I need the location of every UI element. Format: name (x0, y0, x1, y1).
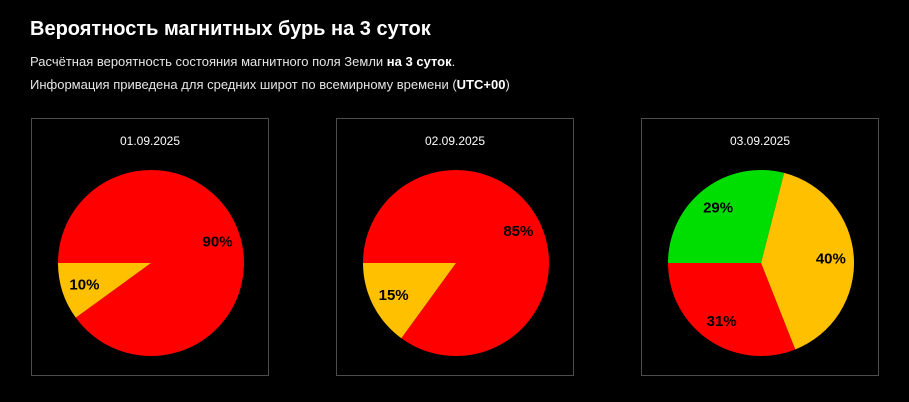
pie-slice (363, 263, 456, 339)
pie-slice (668, 263, 796, 357)
pie-slice (58, 263, 151, 318)
chart-panel-day-3: 03.09.2025 29% 40% 31% (641, 118, 879, 376)
pie-slice (58, 169, 244, 356)
description-line-2-suffix: ) (505, 77, 510, 92)
chart-panel-day-2: 02.09.2025 85% 15% (336, 118, 574, 376)
slice-label: 85% (503, 223, 533, 240)
chart-title: 03.09.2025 (729, 134, 791, 148)
description-line-1-bold: на 3 суток (386, 54, 452, 69)
chart-title: 01.09.2025 (119, 134, 181, 148)
slice-label: 10% (69, 277, 99, 294)
pie-slice (761, 172, 855, 350)
pie-slice (363, 169, 549, 356)
description-line-1: Расчётная вероятность состояния магнитно… (30, 54, 455, 69)
description-line-1-suffix: . (451, 54, 456, 69)
slice-label: 31% (707, 313, 737, 330)
description-line-2-bold: UTC+00 (456, 77, 506, 92)
description-line-1-prefix: Расчётная вероятность состояния магнитно… (30, 54, 387, 69)
chart-panel-day-1: 01.09.2025 90% 10% (31, 118, 269, 376)
slice-label: 29% (703, 200, 733, 217)
description-line-2-prefix: Информация приведена для средних широт п… (30, 77, 457, 92)
pie-chart-day-1: 90% 10% (58, 169, 244, 356)
page-title: Вероятность магнитных бурь на 3 суток (30, 18, 431, 40)
pie-chart-day-2: 85% 15% (363, 169, 549, 356)
slice-label: 15% (379, 287, 409, 304)
pie-chart-day-3: 29% 40% 31% (668, 169, 855, 357)
chart-title: 02.09.2025 (424, 134, 486, 148)
pie-slice (668, 169, 785, 263)
description-line-2: Информация приведена для средних широт п… (30, 77, 510, 92)
slice-label: 40% (816, 251, 846, 268)
slice-label: 90% (203, 233, 233, 250)
